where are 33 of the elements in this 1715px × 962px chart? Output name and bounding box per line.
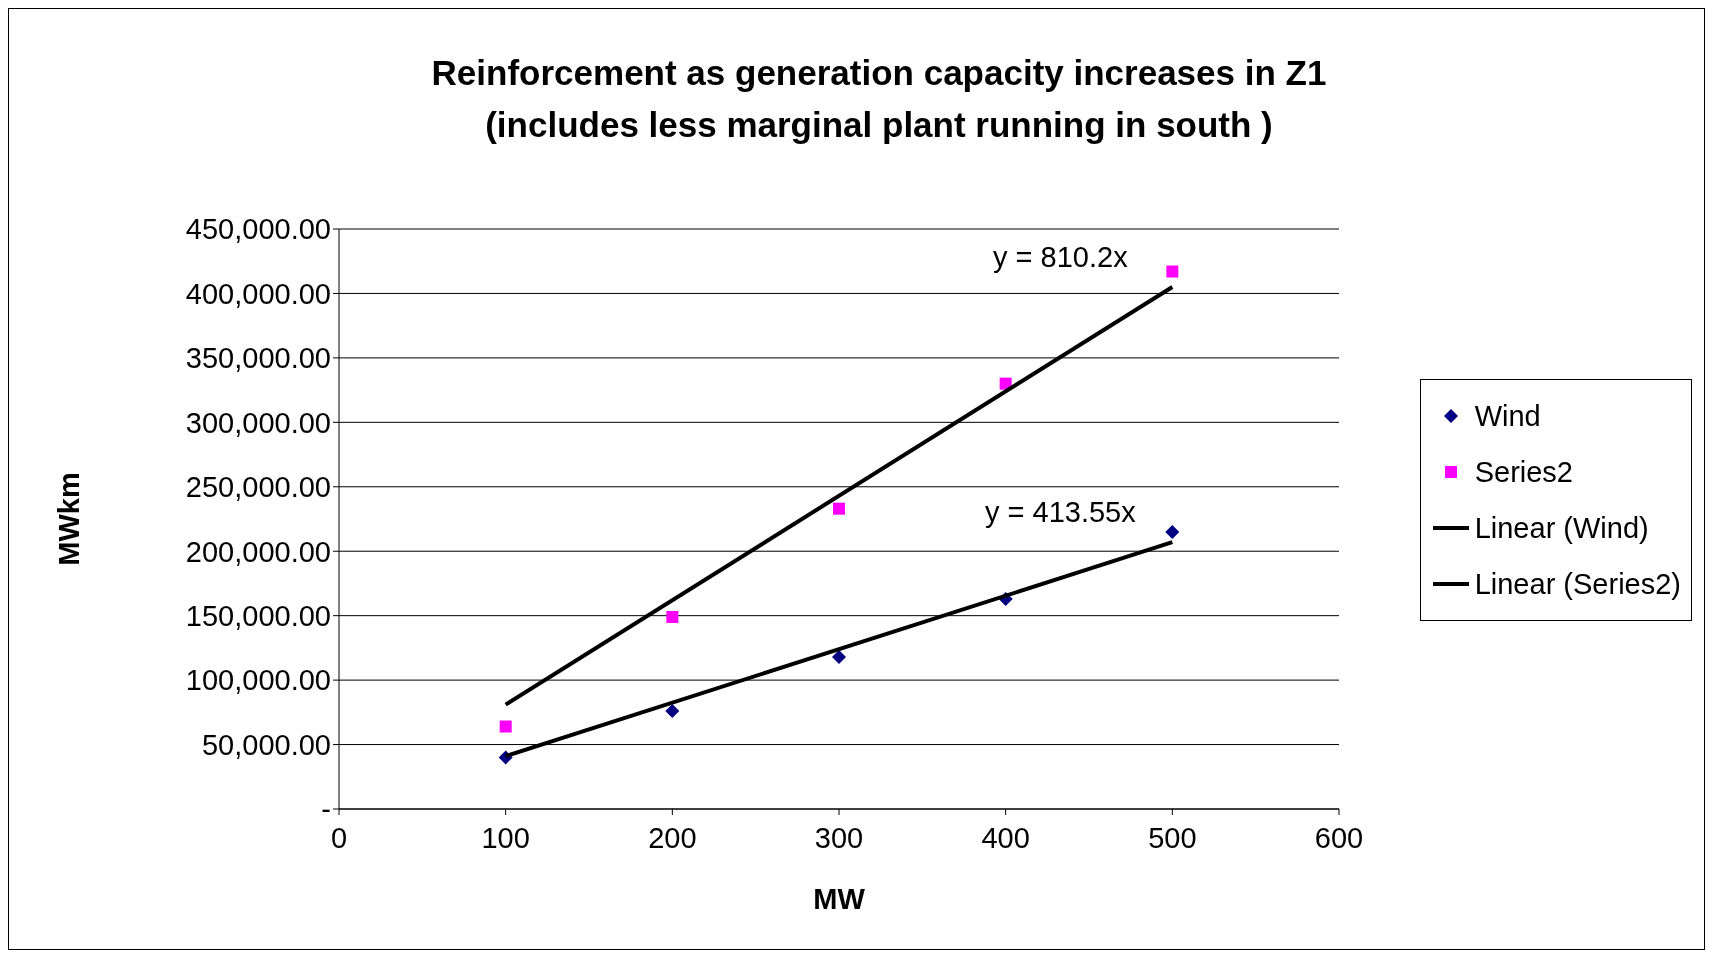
point (1166, 265, 1179, 278)
y-tick-label: 100,000.00 (185, 664, 331, 697)
point (499, 720, 512, 733)
legend-label: Wind (1474, 399, 1541, 433)
y-tick-label: 350,000.00 (185, 342, 331, 375)
annotation: y = 810.2x (993, 240, 1129, 273)
y-tick-label: 300,000.00 (185, 406, 331, 439)
annotation: y = 413.55x (984, 495, 1137, 528)
y-tick-label: 200,000.00 (185, 535, 331, 568)
legend-label: Linear (Wind) (1474, 511, 1649, 545)
point (666, 610, 679, 623)
x-tick-label: 300 (814, 821, 864, 854)
x-axis-title: MW (813, 883, 866, 915)
legend-label: Series2 (1474, 455, 1573, 489)
y-tick-label: 400,000.00 (185, 277, 331, 310)
x-tick-label: 500 (1148, 821, 1197, 854)
y-tick-label: - (321, 793, 331, 826)
x-tick-label: 600 (1314, 821, 1364, 854)
point (833, 502, 845, 515)
point (1165, 524, 1180, 539)
point (832, 649, 846, 664)
x-tick-label: 200 (648, 821, 697, 854)
x-tick-label: 400 (981, 821, 1030, 854)
point (665, 704, 680, 719)
y-tick-label: 50,000.00 (201, 728, 331, 761)
y-tick-label: 250,000.00 (185, 471, 331, 504)
legend-label: Linear (Series2) (1474, 567, 1681, 601)
y-tick-label: 450,000.00 (185, 213, 331, 246)
y-axis-title: MWkm (53, 472, 86, 566)
x-tick-label: 0 (330, 821, 348, 854)
x-tick-label: 100 (481, 821, 530, 854)
y-tick-label: 150,000.00 (185, 599, 331, 632)
chart-title: Reinforcement as generation capacity increases in Z1 (includes less marginal plant running in south ) (430, 52, 1328, 146)
